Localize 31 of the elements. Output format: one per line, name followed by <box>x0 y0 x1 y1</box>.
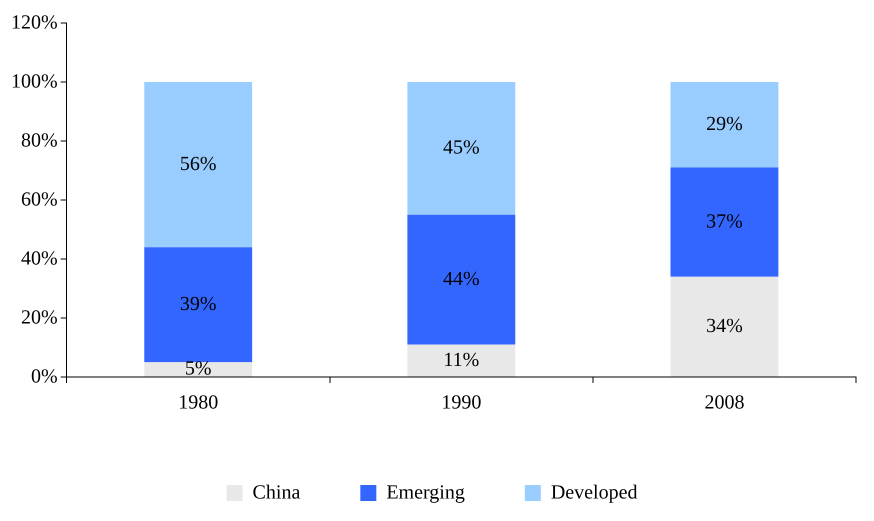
data-label: 5% <box>184 358 212 380</box>
data-label: 45% <box>442 136 480 159</box>
legend-label: Emerging <box>386 481 465 504</box>
x-tick-label: 2008 <box>704 391 744 414</box>
x-tick-label: 1980 <box>178 391 218 414</box>
data-label: 56% <box>180 152 217 175</box>
y-tick-label: 60% <box>20 188 58 210</box>
bar <box>670 82 778 168</box>
y-tick-label: 40% <box>20 247 58 270</box>
bar <box>144 362 252 376</box>
data-label: 11% <box>443 348 480 371</box>
bar <box>670 276 778 376</box>
bar <box>407 82 516 215</box>
bar <box>407 214 516 345</box>
y-tick-label: 80% <box>20 129 58 152</box>
bar <box>407 344 516 376</box>
data-label: 44% <box>442 268 480 290</box>
x-tick-label: 1990 <box>441 391 482 414</box>
y-tick-label: 120% <box>10 11 58 34</box>
data-label: 39% <box>180 292 217 315</box>
data-label: 29% <box>706 113 743 136</box>
legend-label: China <box>252 481 300 504</box>
bar <box>670 168 778 277</box>
data-label: 34% <box>706 314 743 337</box>
y-tick-label: 20% <box>20 306 58 328</box>
data-label: 37% <box>706 210 743 232</box>
y-tick-label: 0% <box>30 365 58 388</box>
bar <box>144 247 252 362</box>
y-tick-label: 100% <box>10 70 58 92</box>
bar <box>144 82 252 248</box>
legend-label: Developed <box>550 481 638 504</box>
